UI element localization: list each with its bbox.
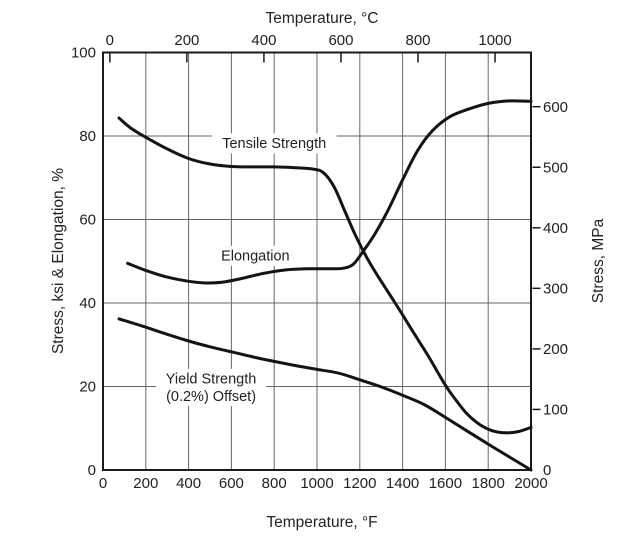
curve-label-elongation: Elongation [221, 248, 290, 264]
tick-label-mpa: 500 [543, 159, 568, 176]
tick-label-celsius: 800 [405, 32, 430, 49]
tick-label-ksi: 0 [88, 462, 96, 479]
tick-label-celsius: 1000 [478, 32, 511, 49]
curve-label-yield-strength: (0.2%) Offset) [166, 389, 256, 405]
tick-label-mpa: 600 [543, 99, 568, 116]
tick-label-fahrenheit: 600 [219, 475, 244, 492]
tick-label-fahrenheit: 1800 [472, 475, 505, 492]
tick-label-mpa: 0 [543, 462, 551, 479]
curve-tensile-strength [117, 116, 533, 435]
right-axis-title: Stress, MPa [590, 218, 607, 303]
tick-label-fahrenheit: 1200 [343, 475, 376, 492]
tick-label-celsius: 0 [106, 32, 114, 49]
tick-label-fahrenheit: 1600 [429, 475, 462, 492]
data-curves [117, 99, 533, 472]
curve-label-bg-yield-strength [155, 368, 267, 406]
tick-label-fahrenheit: 1000 [300, 475, 333, 492]
tick-label-ksi: 100 [71, 45, 96, 62]
tick-label-mpa: 300 [543, 281, 568, 298]
curve-labels: Tensile Strength Elongation Yield Strength… [155, 133, 337, 406]
tick-label-fahrenheit: 400 [176, 475, 201, 492]
tick-label-fahrenheit: 0 [99, 475, 107, 492]
curve-label-yield-strength: Yield Strength [166, 371, 257, 387]
plot-border [102, 51, 532, 471]
tick-label-fahrenheit: 200 [133, 475, 158, 492]
tick-label-celsius: 400 [251, 32, 276, 49]
tick-label-ksi: 60 [79, 212, 96, 229]
gridlines [103, 52, 531, 470]
curve-label-bg-elongation [214, 245, 296, 266]
tick-label-ksi: 80 [79, 128, 96, 145]
tick-label-celsius: 600 [328, 32, 353, 49]
tick-label-fahrenheit: 1400 [386, 475, 419, 492]
tick-label-mpa: 400 [543, 220, 568, 237]
tick-label-mpa: 200 [543, 341, 568, 358]
curve-label-tensile-strength: Tensile Strength [222, 136, 326, 152]
tick-label-fahrenheit: 800 [262, 475, 287, 492]
left-axis-title: Stress, ksi & Elongation, % [50, 168, 67, 354]
curve-yield-strength-0-2-offset [117, 317, 533, 472]
tick-label-fahrenheit: 2000 [514, 475, 547, 492]
tick-label-ksi: 40 [79, 295, 96, 312]
tick-label-mpa: 100 [543, 402, 568, 419]
curve-elongation [126, 99, 533, 285]
top-axis-title: Temperature, °C [265, 10, 378, 27]
bottom-axis-title: Temperature, °F [266, 514, 377, 531]
plot-box [102, 51, 532, 471]
curve-label-bg-tensile-strength [211, 133, 337, 154]
tick-label-celsius: 200 [174, 32, 199, 49]
tick-label-ksi: 20 [79, 379, 96, 396]
tick-marks [109, 53, 541, 411]
